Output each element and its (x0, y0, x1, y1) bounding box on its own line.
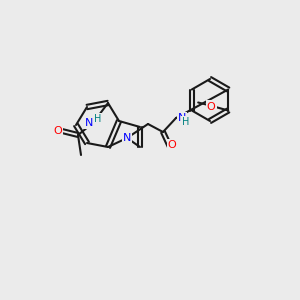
Text: N: N (85, 118, 93, 128)
Text: N: N (123, 133, 131, 143)
Text: H: H (94, 114, 102, 124)
Text: O: O (207, 101, 216, 112)
Text: N: N (178, 113, 186, 123)
Text: O: O (54, 126, 62, 136)
Text: O: O (168, 140, 176, 150)
Text: H: H (182, 117, 190, 127)
